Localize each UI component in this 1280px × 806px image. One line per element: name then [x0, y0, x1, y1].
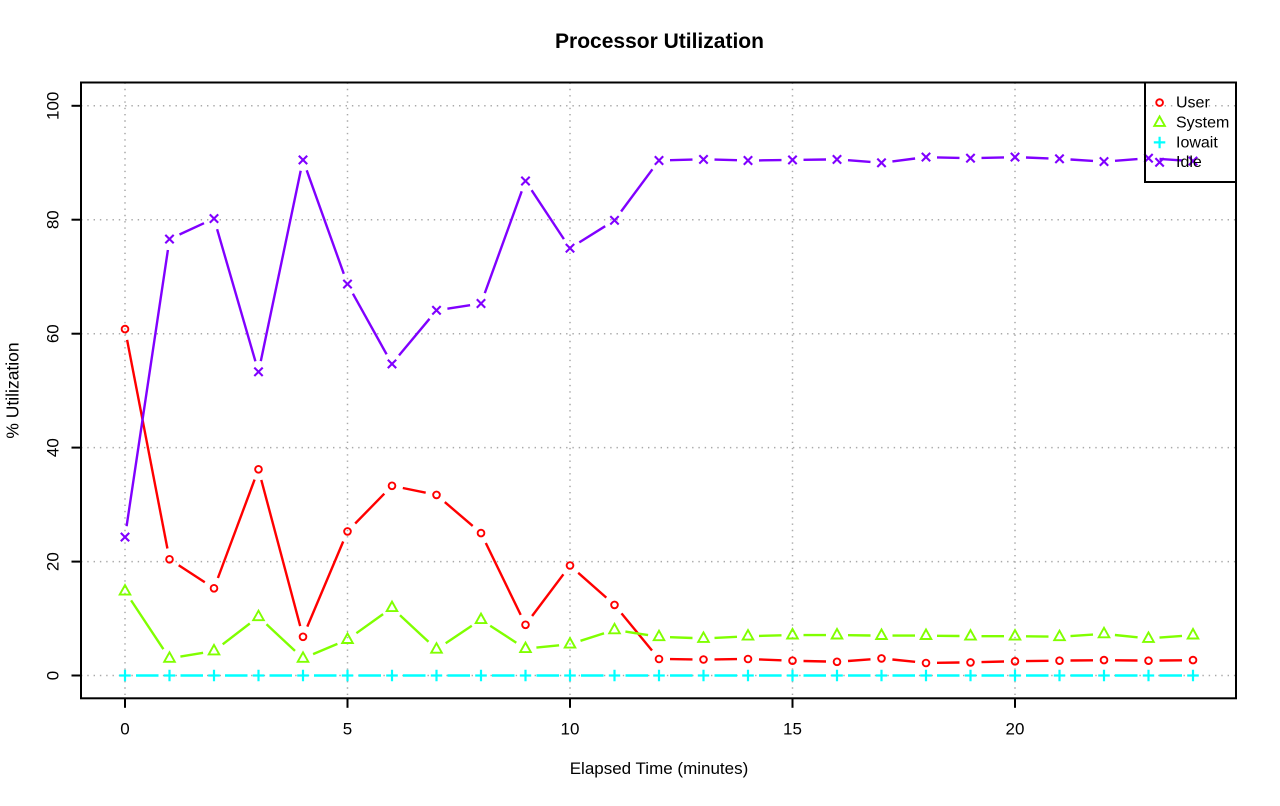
svg-text:Processor Utilization: Processor Utilization — [555, 30, 764, 53]
svg-text:0: 0 — [120, 720, 129, 739]
svg-text:Idle: Idle — [1176, 154, 1202, 171]
svg-text:System: System — [1176, 114, 1229, 131]
svg-text:60: 60 — [44, 324, 63, 343]
svg-text:100: 100 — [44, 92, 63, 120]
svg-text:10: 10 — [561, 720, 580, 739]
svg-text:5: 5 — [343, 720, 352, 739]
svg-text:80: 80 — [44, 210, 63, 229]
svg-text:40: 40 — [44, 438, 63, 457]
svg-text:0: 0 — [44, 671, 63, 680]
svg-text:Iowait: Iowait — [1176, 134, 1218, 151]
svg-text:% Utilization: % Utilization — [3, 342, 23, 438]
svg-text:15: 15 — [783, 720, 802, 739]
svg-text:20: 20 — [1006, 720, 1025, 739]
svg-text:Elapsed Time (minutes): Elapsed Time (minutes) — [570, 759, 749, 778]
svg-text:User: User — [1176, 95, 1210, 112]
svg-text:20: 20 — [44, 552, 63, 571]
